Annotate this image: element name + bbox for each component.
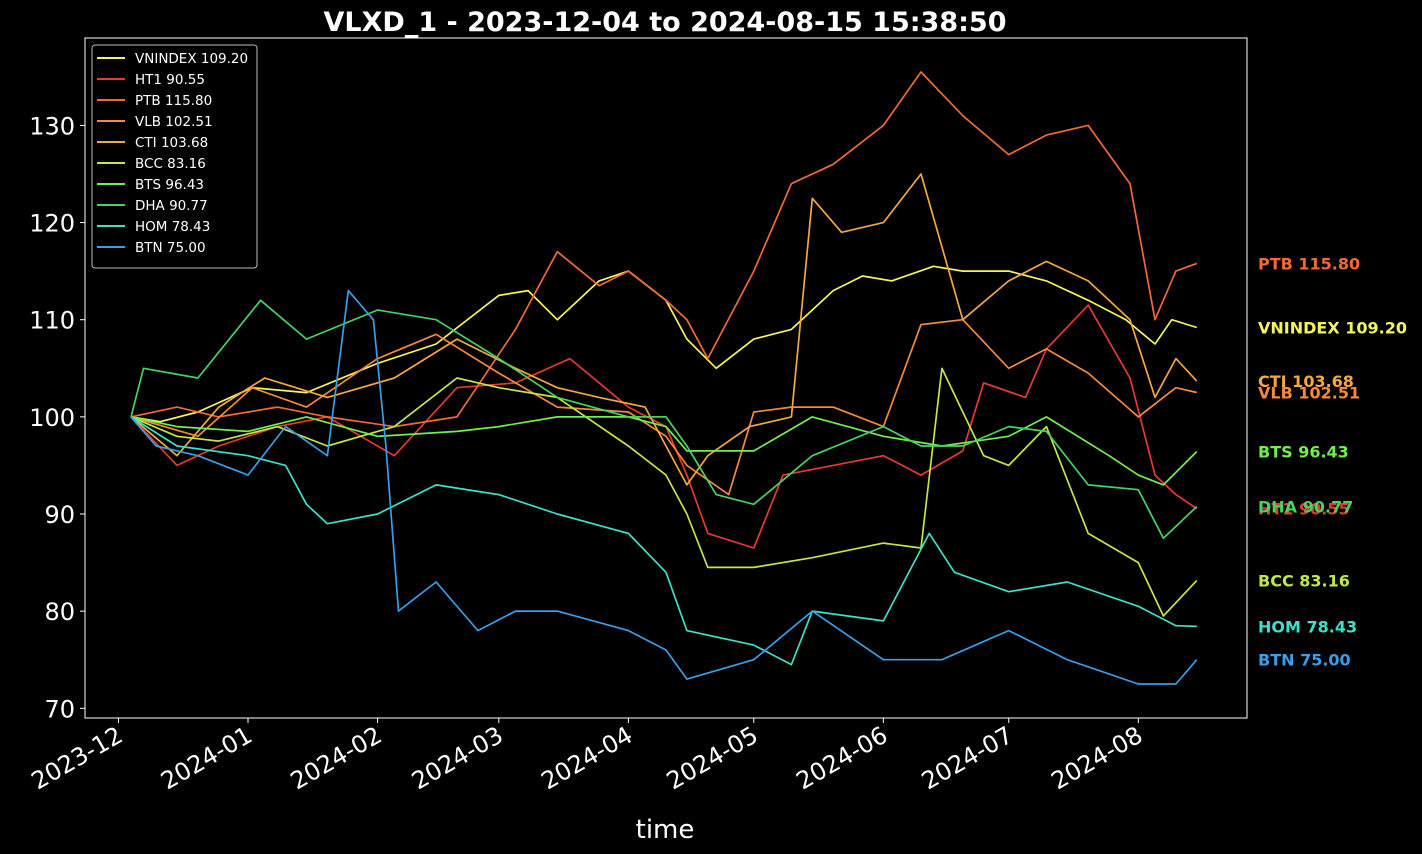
chart-title: VLXD_1 - 2023-12-04 to 2024-08-15 15:38:… xyxy=(323,7,1006,38)
end-labels: VNINDEX 109.20 HT1 90.55 PTB 115.80 VLB 102… xyxy=(1258,254,1407,669)
legend-entry: BTS 96.43 xyxy=(135,177,204,193)
legend-entry: BCC 83.16 xyxy=(135,156,206,172)
end-label: VNINDEX 109.20 xyxy=(1258,318,1407,337)
series-line-ht1 xyxy=(130,304,1198,549)
end-label: VLB 102.51 xyxy=(1258,383,1360,402)
end-label: CTI 103.68 xyxy=(1258,372,1354,391)
end-label: DHA 90.77 xyxy=(1258,498,1353,517)
y-tick-label: 70 xyxy=(44,695,75,723)
y-tick-label: 130 xyxy=(29,112,75,140)
series-line-ptb xyxy=(130,71,1198,428)
legend-entry: PTB 115.80 xyxy=(135,93,212,109)
legend-entry: DHA 90.77 xyxy=(135,198,208,214)
series-layer xyxy=(130,71,1198,685)
end-label: BTN 75.00 xyxy=(1258,651,1351,670)
end-label: BCC 83.16 xyxy=(1258,571,1350,590)
series-line-cti xyxy=(130,173,1198,486)
series-line-bcc xyxy=(130,367,1198,617)
end-label: HOM 78.43 xyxy=(1258,617,1357,636)
legend-box xyxy=(91,44,258,269)
series-line-bts xyxy=(130,416,1198,486)
series-line-vnindex xyxy=(130,265,1198,423)
series-line-dha xyxy=(130,299,1198,540)
y-tick-label: 110 xyxy=(29,307,75,335)
x-axis-label: time xyxy=(636,815,695,845)
y-tick-label: 90 xyxy=(44,501,75,529)
legend-entry: HOM 78.43 xyxy=(135,219,210,235)
legend-entry: BTN 75.00 xyxy=(135,240,206,256)
y-tick-label: 80 xyxy=(44,598,75,626)
end-label: HT1 90.55 xyxy=(1258,500,1350,519)
series-line-hom xyxy=(130,416,1197,666)
legend-entry: VNINDEX 109.20 xyxy=(135,51,248,67)
end-label: BTS 96.43 xyxy=(1258,443,1349,462)
y-tick-label: 120 xyxy=(29,210,75,238)
legend-entry: CTI 103.68 xyxy=(135,135,208,151)
legend-entry: HT1 90.55 xyxy=(135,72,205,88)
end-label: PTB 115.80 xyxy=(1258,254,1360,273)
series-line-btn xyxy=(130,289,1198,685)
plot-frame xyxy=(84,37,1248,719)
series-line-vlb xyxy=(130,318,1197,496)
y-tick-label: 100 xyxy=(29,404,75,432)
legend-entry: VLB 102.51 xyxy=(135,114,213,130)
y-axis: 70 80 90 100 110 120 130 xyxy=(29,112,85,723)
legend: VNINDEX 109.20 HT1 90.55 PTB 115.80 VLB 102… xyxy=(91,44,258,269)
